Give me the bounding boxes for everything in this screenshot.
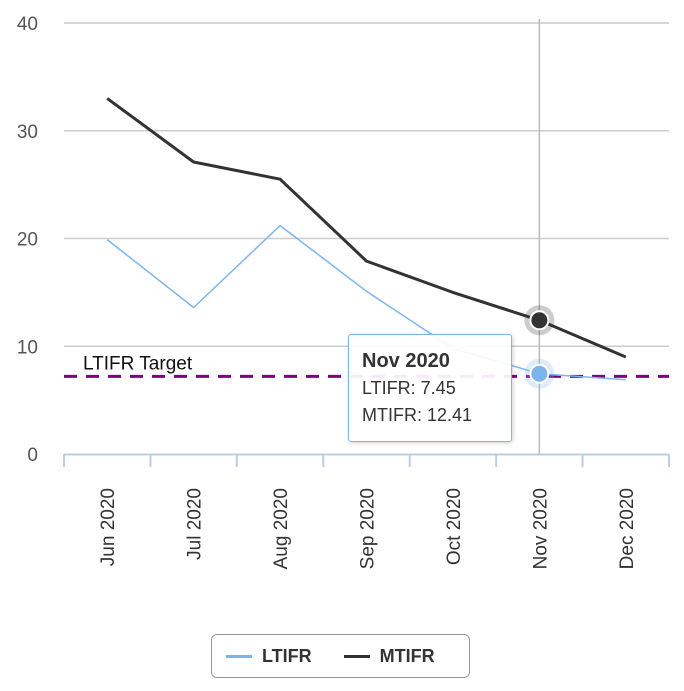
grid-lines <box>64 19 669 454</box>
y-tick-label: 40 <box>17 14 38 35</box>
target-line-group: LTIFR Target <box>64 353 669 378</box>
x-tick-label: Oct 2020 <box>444 488 465 565</box>
legend-line-icon <box>226 654 252 658</box>
legend-item-mtifr[interactable]: MTIFR <box>343 645 435 667</box>
x-axis: Jun 2020 Jul 2020 Aug 2020 Sep 2020 Oct 2020… <box>63 453 670 569</box>
y-tick-label: 10 <box>17 337 38 358</box>
tooltip-title: Nov 2020 <box>362 350 450 372</box>
hover-markers <box>524 305 555 389</box>
y-axis: 0 10 20 30 40 <box>17 14 38 466</box>
tooltip: Nov 2020 LTIFR: 7.45 MTIFR: 12.41 <box>348 334 512 442</box>
x-tick-label: Jun 2020 <box>98 488 119 566</box>
y-tick-label: 0 <box>27 445 38 466</box>
x-tick-label: Sep 2020 <box>358 488 379 569</box>
legend-line-icon <box>343 654 370 658</box>
tooltip-mtifr: MTIFR: 12.41 <box>362 405 473 425</box>
y-tick-label: 30 <box>17 122 38 143</box>
legend-label: MTIFR <box>379 645 435 666</box>
y-tick-label: 20 <box>17 230 38 251</box>
tooltip-ltifr: LTIFR: 7.45 <box>362 378 456 398</box>
data-point-ltifr <box>529 363 550 384</box>
x-tick-label: Aug 2020 <box>271 488 292 569</box>
data-point-mtifr <box>529 310 550 331</box>
line-chart: 0 10 20 30 40 Jun 2020 Jul 2020 Aug 2020 Sep 20… <box>17 14 670 569</box>
x-tick-label: Nov 2020 <box>530 488 551 569</box>
legend-label: LTIFR <box>262 645 312 666</box>
x-tick-label: Dec 2020 <box>617 488 638 569</box>
target-line-label: LTIFR Target <box>83 353 193 374</box>
legend-item-ltifr[interactable]: LTIFR <box>226 646 312 667</box>
legend: LTIFR MTIFR <box>211 634 470 678</box>
x-tick-label: Jul 2020 <box>185 488 206 560</box>
